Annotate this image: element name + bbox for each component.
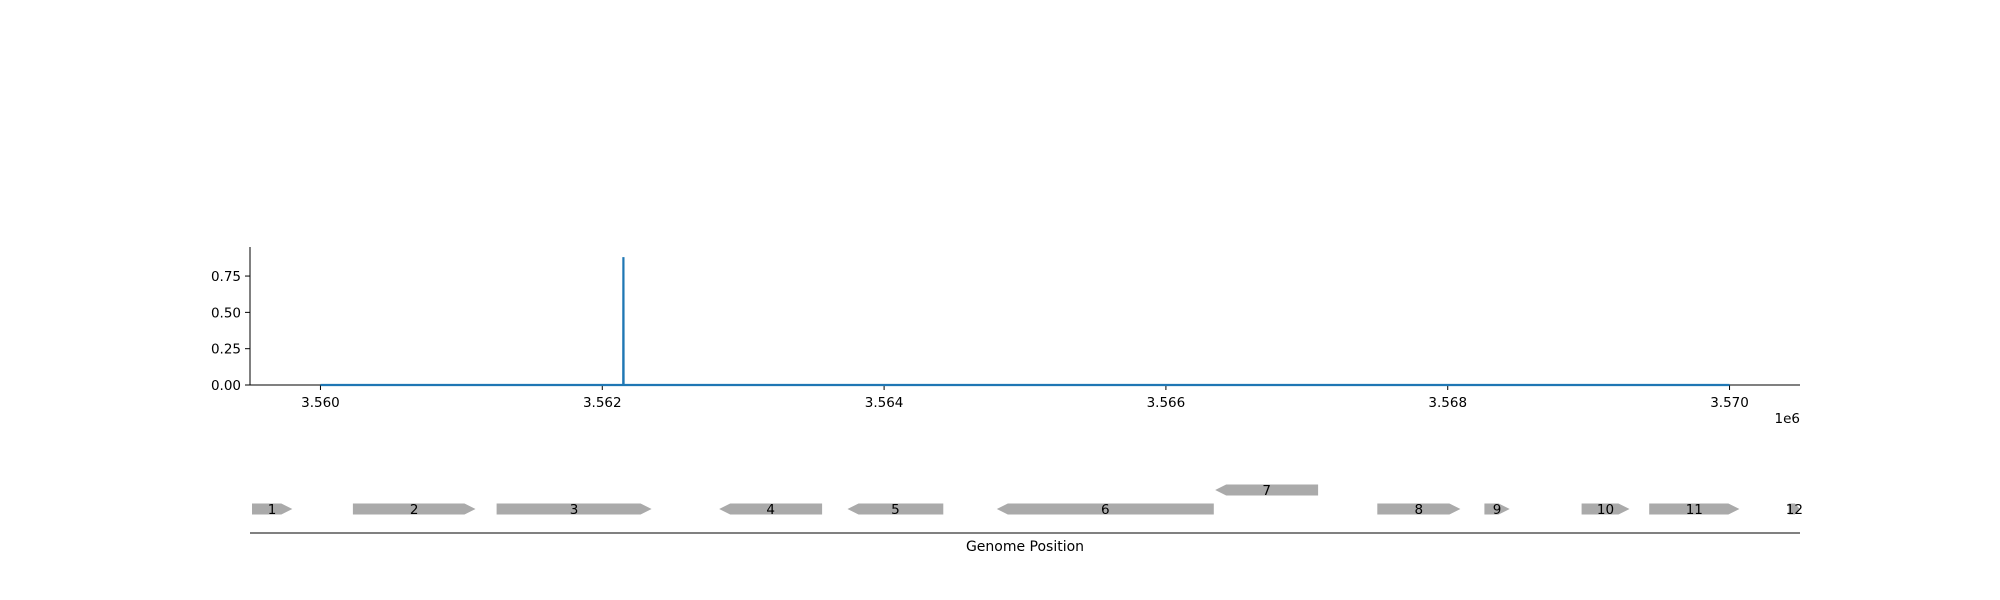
- gene-label: 10: [1597, 502, 1614, 518]
- genes: 1 2 3 4 5 678 9 10 11 12: [252, 483, 1803, 518]
- gene-2: 2: [352, 502, 476, 518]
- gene-arrow: [1484, 503, 1510, 515]
- gene-label: 12: [1786, 502, 1803, 518]
- y-tick-label: 0.25: [211, 342, 241, 358]
- x-offset-label: 1e6: [1775, 411, 1800, 427]
- gene-arrow: [1649, 503, 1740, 515]
- gene-9: 9: [1484, 502, 1510, 518]
- gene-track: 1 2 3 4 5 678 9 10 11 12 Genome Position: [250, 483, 1803, 555]
- signal-series-line: [320, 257, 1730, 387]
- gene-label: 9: [1493, 502, 1502, 518]
- gene-arrow: [1788, 503, 1800, 515]
- y-tick-label: 0.50: [211, 305, 241, 321]
- gene-arrow: [847, 503, 944, 515]
- x-tick-label: 3.560: [301, 395, 340, 411]
- gene-label: 11: [1686, 502, 1703, 518]
- y-tick-label: 0.00: [211, 378, 241, 394]
- gene-10: 10: [1581, 502, 1630, 518]
- gene-label: 6: [1101, 502, 1110, 518]
- x-tick-label: 3.562: [583, 395, 622, 411]
- gene-arrow: [1581, 503, 1630, 515]
- gene-arrow: [496, 503, 652, 515]
- gene-4: 4: [719, 502, 823, 518]
- gene-arrow: [719, 503, 823, 515]
- gene-5: 5: [847, 502, 944, 518]
- y-ticks: 0.00 0.25 0.50 0.75: [211, 269, 250, 394]
- gene-track-xlabel: Genome Position: [966, 539, 1084, 555]
- gene-label: 1: [268, 502, 277, 518]
- gene-arrow: [352, 503, 476, 515]
- x-tick-label: 3.566: [1147, 395, 1186, 411]
- x-tick-label: 3.564: [865, 395, 904, 411]
- gene-label: 4: [766, 502, 775, 518]
- gene-arrow: [996, 503, 1214, 515]
- gene-1: 1: [252, 502, 293, 518]
- gene-arrow: [1215, 484, 1319, 496]
- gene-arrow: [252, 503, 293, 515]
- gene-label: 7: [1262, 483, 1271, 499]
- gene-7: 7: [1215, 483, 1319, 499]
- gene-8: 8: [1377, 502, 1461, 518]
- x-tick-label: 3.570: [1710, 395, 1749, 411]
- x-tick-label: 3.568: [1428, 395, 1467, 411]
- x-ticks: 3.560 3.562 3.564 3.566 3.568 3.570: [301, 385, 1749, 411]
- gene-11: 11: [1649, 502, 1740, 518]
- gene-arrow: [1377, 503, 1461, 515]
- gene-label: 8: [1415, 502, 1424, 518]
- gene-label: 3: [570, 502, 579, 518]
- signal-plot: 3.560 3.562 3.564 3.566 3.568 3.570 0.000.250…: [211, 247, 1800, 427]
- gene-3: 3: [496, 502, 652, 518]
- gene-label: 2: [410, 502, 419, 518]
- gene-6: 6: [996, 502, 1214, 518]
- gene-12: 12: [1786, 502, 1803, 518]
- y-tick-label: 0.75: [211, 269, 241, 285]
- gene-label: 5: [891, 502, 900, 518]
